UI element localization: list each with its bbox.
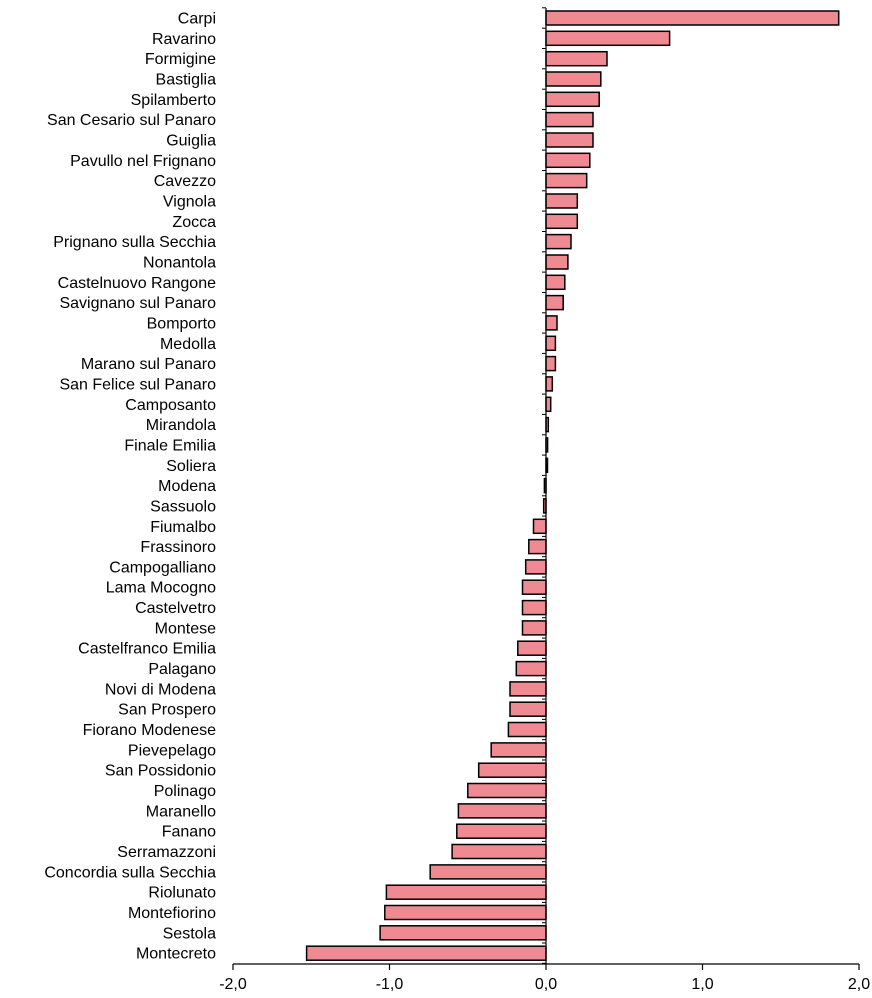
category-label: Camposanto bbox=[125, 397, 216, 414]
bar-ravarino bbox=[545, 30, 671, 47]
category-label: Bastiglia bbox=[156, 72, 217, 89]
category-label: San Prospero bbox=[118, 702, 216, 719]
category-label: Sassuolo bbox=[150, 498, 216, 515]
axes: -2,0 -1,0 0,0 1,0 2,0 bbox=[219, 7, 870, 993]
category-label: Castelfranco Emilia bbox=[78, 641, 216, 658]
bar-montecreto bbox=[305, 945, 547, 961]
category-label: Lama Mocogno bbox=[106, 580, 216, 597]
bar-novi-di-modena bbox=[509, 681, 547, 697]
category-label: Carpi bbox=[178, 11, 216, 28]
bar-riolunato bbox=[385, 884, 547, 900]
bar-maranello bbox=[457, 803, 547, 819]
category-label: Zocca bbox=[172, 214, 216, 231]
category-label: Riolunato bbox=[148, 885, 216, 902]
bar-palagano bbox=[515, 660, 547, 677]
bar-sestola bbox=[379, 925, 547, 941]
category-label: Vignola bbox=[163, 194, 216, 211]
x-tick-label: 1,0 bbox=[691, 976, 713, 993]
x-tick-label: -2,0 bbox=[219, 976, 247, 993]
category-label: Modena bbox=[158, 478, 216, 495]
bars-layer bbox=[305, 10, 840, 961]
bar-montese bbox=[521, 620, 547, 636]
category-label: Polinago bbox=[154, 783, 216, 800]
category-label: Guiglia bbox=[166, 133, 216, 150]
x-tick-label: -1,0 bbox=[376, 976, 404, 993]
bar-castelfranco-emilia bbox=[517, 640, 547, 656]
bar-lama-mocogno bbox=[521, 579, 547, 595]
category-label: San Possidonio bbox=[105, 763, 216, 780]
category-label: Montese bbox=[155, 620, 216, 637]
bar-concordia-sulla-secchia bbox=[429, 864, 547, 880]
bar-spilamberto bbox=[545, 91, 600, 108]
bar-fiorano-modenese bbox=[507, 721, 547, 738]
category-label: Medolla bbox=[160, 336, 216, 353]
category-labels: Carpi Ravarino Formigine Bastiglia Spilamber… bbox=[44, 11, 216, 963]
bar-formigine bbox=[545, 50, 608, 67]
bar-guiglia bbox=[545, 132, 594, 148]
bar-savignano-sul-panaro bbox=[545, 294, 564, 311]
category-label: Marano sul Panaro bbox=[81, 356, 216, 373]
category-label: Montecreto bbox=[136, 946, 216, 963]
bar-campogalliano bbox=[524, 559, 547, 575]
category-label: Savignano sul Panaro bbox=[59, 295, 216, 312]
category-label: Montefiorino bbox=[128, 905, 216, 922]
bar-zocca bbox=[545, 213, 579, 230]
category-label: Prignano sulla Secchia bbox=[53, 234, 216, 251]
category-label: Castelvetro bbox=[135, 600, 216, 617]
x-tick-label: 2,0 bbox=[848, 976, 870, 993]
category-label: Spilamberto bbox=[131, 92, 216, 109]
category-label: Formigine bbox=[145, 51, 216, 68]
category-label: San Felice sul Panaro bbox=[59, 376, 216, 393]
category-label: Concordia sulla Secchia bbox=[44, 864, 216, 881]
category-label: Castelnuovo Rangone bbox=[58, 275, 216, 292]
bar-montefiorino bbox=[384, 904, 547, 921]
bar-prignano-sulla-secchia bbox=[545, 233, 572, 250]
category-label: Novi di Modena bbox=[105, 681, 216, 698]
bar-pavullo-nel-frignano bbox=[545, 152, 591, 169]
category-label: Maranello bbox=[146, 803, 216, 820]
bar-san-possidonio bbox=[477, 762, 547, 778]
bar-bastiglia bbox=[545, 71, 602, 87]
bar-san-prospero bbox=[509, 701, 547, 717]
bar-san-felice-sul-panaro bbox=[545, 376, 554, 392]
bar-carpi bbox=[545, 10, 840, 26]
category-label: Soliera bbox=[166, 458, 216, 475]
bar-fanano bbox=[456, 823, 547, 839]
bar-fiumalbo bbox=[532, 518, 547, 535]
bar-san-cesario-sul-panaro bbox=[545, 111, 594, 128]
category-label: Finale Emilia bbox=[124, 437, 216, 454]
bar-vignola bbox=[545, 193, 579, 209]
bar-castelnuovo-rangone bbox=[545, 274, 566, 291]
bar-polinago bbox=[467, 782, 547, 799]
category-label: Nonantola bbox=[143, 255, 216, 272]
bar-nonantola bbox=[545, 254, 569, 270]
category-label: Serramazzoni bbox=[117, 844, 216, 861]
category-label: Sestola bbox=[163, 925, 216, 942]
bar-frassinoro bbox=[528, 538, 547, 555]
bar-pievepelago bbox=[490, 742, 547, 758]
category-label: Cavezzo bbox=[154, 173, 216, 190]
category-label: Mirandola bbox=[146, 417, 216, 434]
category-label: Ravarino bbox=[152, 31, 216, 48]
x-tick-label: 0,0 bbox=[535, 976, 557, 993]
bar-cavezzo bbox=[545, 172, 588, 189]
category-label: Fiorano Modenese bbox=[83, 722, 217, 739]
bar-marano-sul-panaro bbox=[545, 355, 557, 372]
bar-camposanto bbox=[545, 396, 552, 413]
bar-castelvetro bbox=[521, 599, 547, 616]
category-label: Palagano bbox=[148, 661, 216, 678]
category-label: Pavullo nel Frignano bbox=[70, 153, 216, 170]
category-label: Bomporto bbox=[147, 315, 216, 332]
bar-serramazzoni bbox=[451, 843, 547, 860]
category-label: Campogalliano bbox=[109, 559, 216, 576]
category-label: San Cesario sul Panaro bbox=[47, 112, 216, 129]
category-label: Fanano bbox=[162, 824, 216, 841]
category-label: Fiumalbo bbox=[150, 519, 216, 536]
category-label: Pievepelago bbox=[128, 742, 216, 759]
bar-medolla bbox=[545, 335, 557, 352]
bar-bomporto bbox=[545, 315, 558, 331]
category-label: Frassinoro bbox=[140, 539, 216, 556]
